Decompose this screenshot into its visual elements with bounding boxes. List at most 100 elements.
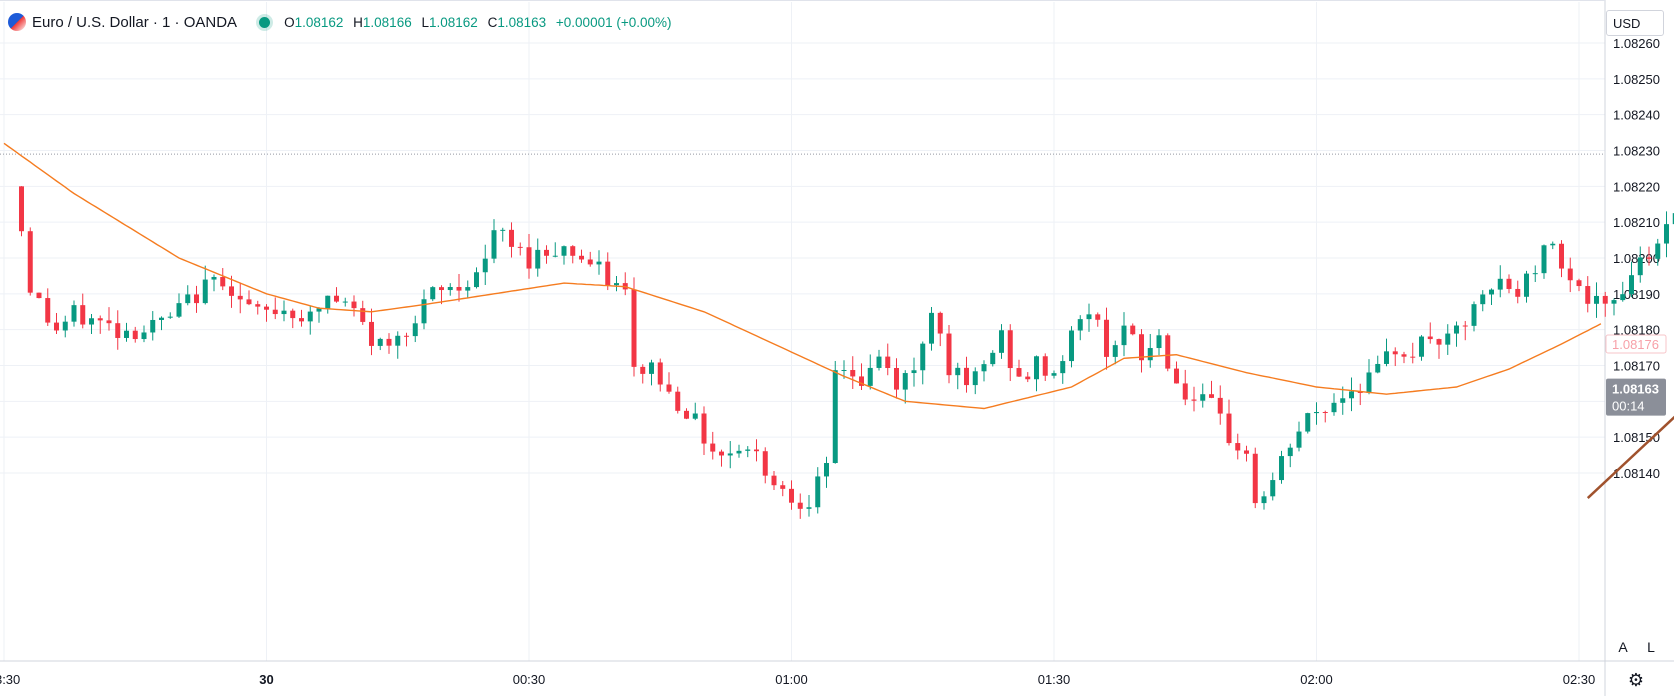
candle-body xyxy=(1419,336,1424,357)
candle xyxy=(1060,355,1066,384)
y-tick-label: 1.08140 xyxy=(1613,466,1660,481)
candle xyxy=(1567,257,1573,293)
candle-body xyxy=(1427,336,1433,340)
candle-body xyxy=(1121,325,1127,346)
candle xyxy=(1559,240,1564,278)
candle-body xyxy=(290,310,296,319)
candle xyxy=(570,245,576,264)
candle-body xyxy=(1130,325,1136,335)
auto-scale-button[interactable]: A xyxy=(1612,636,1634,658)
symbol-title[interactable]: Euro / U.S. Dollar · 1 · OANDA xyxy=(32,13,238,31)
candle xyxy=(211,274,217,292)
drawings xyxy=(1586,415,1674,499)
candle-body xyxy=(1060,361,1066,374)
candle-body xyxy=(894,367,899,390)
candle-body xyxy=(1235,443,1241,451)
candle xyxy=(1121,312,1127,357)
candle-body xyxy=(176,303,182,317)
candle-body xyxy=(1541,245,1547,274)
currency-button[interactable]: USD xyxy=(1606,10,1664,36)
candle xyxy=(701,406,707,456)
candle-body xyxy=(1559,243,1564,269)
candle-body xyxy=(456,287,462,291)
candle xyxy=(815,467,821,514)
y-tick-label: 1.08240 xyxy=(1613,108,1660,123)
candle-body xyxy=(797,502,803,509)
candle xyxy=(1497,265,1503,298)
candle xyxy=(1489,288,1494,306)
candle xyxy=(666,372,672,394)
candle-body xyxy=(552,255,558,257)
candle xyxy=(290,308,296,329)
candle-body xyxy=(185,294,191,304)
candle xyxy=(115,310,121,350)
close-label: C xyxy=(487,14,498,30)
candle xyxy=(1454,321,1459,347)
candle-body xyxy=(482,258,488,273)
candle-body xyxy=(929,312,934,344)
candle xyxy=(920,341,926,385)
candle-body xyxy=(1279,456,1284,481)
candle-body xyxy=(62,321,68,331)
candle xyxy=(544,245,549,264)
candle xyxy=(1182,369,1188,406)
candle-body xyxy=(1629,275,1634,295)
candle xyxy=(1392,347,1398,367)
candle xyxy=(719,449,724,467)
candle xyxy=(1340,386,1346,415)
market-status-icon xyxy=(259,16,271,28)
candle-body xyxy=(246,299,252,305)
candle-body xyxy=(1322,412,1328,414)
candle xyxy=(264,304,269,322)
candle xyxy=(325,295,331,314)
candle xyxy=(745,446,751,458)
candle xyxy=(1261,491,1267,510)
candle xyxy=(439,285,444,305)
candle xyxy=(342,297,348,307)
candle xyxy=(1532,265,1538,283)
candle-body xyxy=(325,295,331,309)
gear-icon[interactable]: ⚙ xyxy=(1624,668,1648,692)
candle-body xyxy=(1261,496,1267,504)
candle xyxy=(509,222,514,258)
log-scale-button[interactable]: L xyxy=(1640,636,1662,658)
candle-body xyxy=(1200,394,1206,401)
candle xyxy=(1174,361,1179,384)
candle xyxy=(762,447,768,484)
candle-body xyxy=(1471,304,1477,326)
candle xyxy=(1637,246,1643,283)
candle-body xyxy=(1602,295,1608,304)
candle xyxy=(19,186,24,237)
candle xyxy=(526,233,532,279)
candle xyxy=(1226,399,1232,446)
candle xyxy=(1139,329,1144,373)
candle xyxy=(1331,393,1337,416)
countdown-label: 00:14 xyxy=(1612,399,1645,414)
candle xyxy=(929,306,934,351)
candle-body xyxy=(360,308,366,322)
candle-body xyxy=(1515,288,1521,297)
candle-body xyxy=(439,287,444,291)
candle-body xyxy=(526,247,532,269)
candle-body xyxy=(124,330,129,338)
x-tick-label: 00:30 xyxy=(513,672,546,687)
candle xyxy=(386,333,392,354)
candle-body xyxy=(1532,273,1538,275)
candle-body xyxy=(684,410,689,419)
candle xyxy=(54,312,59,335)
candle xyxy=(876,349,882,371)
candle-body xyxy=(937,312,943,334)
candle xyxy=(885,343,891,376)
candle xyxy=(1646,246,1652,266)
candle-body xyxy=(692,413,698,419)
candle-body xyxy=(19,186,24,232)
candle-body xyxy=(561,246,567,256)
candle xyxy=(1462,320,1468,341)
candle-body xyxy=(981,364,987,372)
candle-body xyxy=(1655,243,1661,259)
candle-body xyxy=(1244,450,1249,454)
candle xyxy=(1629,261,1634,298)
candle xyxy=(229,275,234,308)
